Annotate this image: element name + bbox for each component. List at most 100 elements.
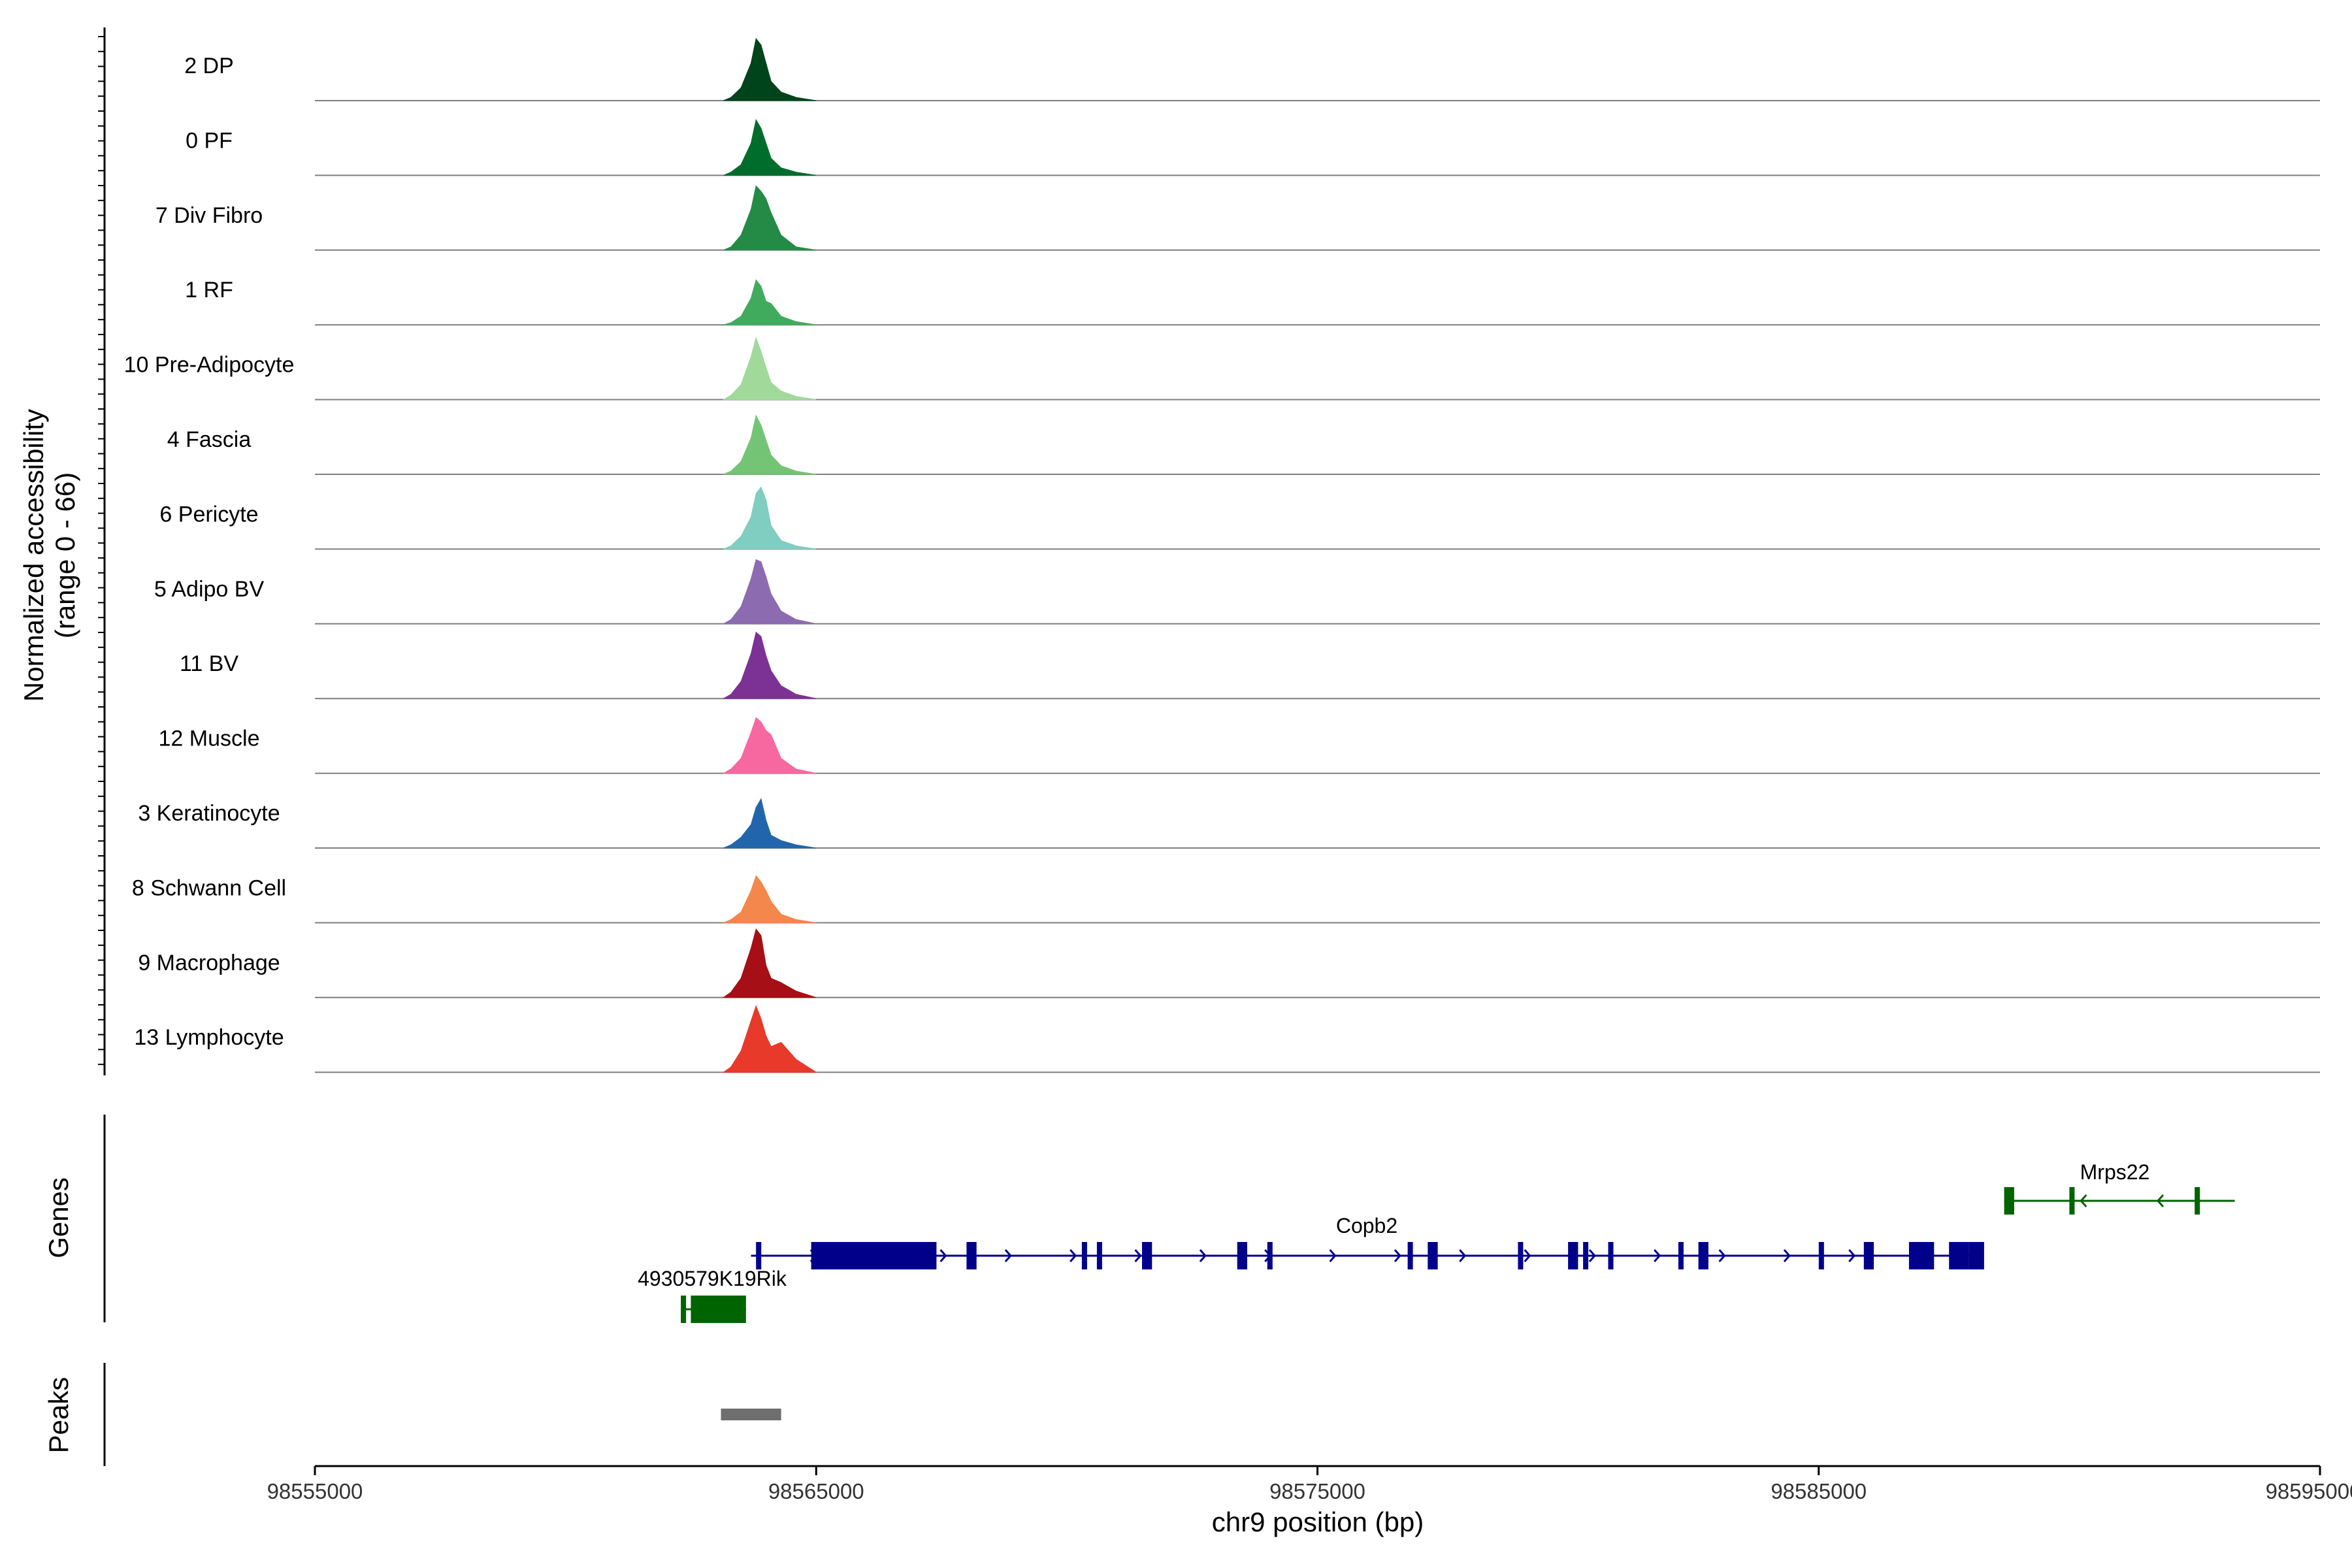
strand-arrow [1588, 1249, 1596, 1262]
x-axis-title: chr9 position (bp) [1212, 1507, 1424, 1537]
track-label: 7 Div Fibro [155, 203, 263, 228]
gene-exon [1081, 1242, 1087, 1269]
y-axis-title-line-2: (range 0 - 66) [50, 472, 80, 638]
strand-arrow [1848, 1249, 1856, 1262]
track-coverage-area [723, 414, 817, 475]
track-coverage-area [722, 559, 817, 625]
strand-arrow [1524, 1249, 1531, 1262]
track-coverage-area [723, 185, 817, 251]
gene-exon [1949, 1242, 1969, 1269]
peaks-panel [103, 1363, 781, 1466]
gene-exon [1583, 1242, 1589, 1269]
track-label: 4 Fascia [167, 427, 252, 452]
track-1: 2 DP [184, 37, 2320, 101]
y-axis [98, 27, 106, 1075]
track-label: 0 PF [186, 128, 233, 153]
strand-arrow [1394, 1249, 1401, 1262]
track-label: 2 DP [184, 54, 234, 78]
track-2: 0 PF [186, 118, 2320, 176]
gene-exon [1568, 1242, 1578, 1269]
gene-exon [1818, 1242, 1824, 1269]
gene-exon [2069, 1187, 2075, 1215]
track-label: 8 Schwann Cell [132, 875, 286, 900]
genes-panel: Copb2 Mrps22 4930579K19Rik [103, 1115, 2235, 1323]
x-tick-label: 98595000 [2266, 1479, 2352, 1503]
gene-exon [1678, 1242, 1684, 1269]
strand-arrow [1459, 1249, 1467, 1262]
track-7: 6 Pericyte [159, 486, 2320, 550]
track-coverage-area [722, 1005, 818, 1073]
x-axis: 98555000 98565000 98575000 98585000 98595000 [267, 1465, 2352, 1503]
strand-arrow [1004, 1249, 1012, 1262]
track-label: 11 BV [180, 651, 238, 676]
peaks-panel-title: Peaks [43, 1377, 74, 1454]
track-label: 13 Lymphocyte [134, 1025, 284, 1050]
track-5: 10 Pre-Adipocyte [124, 336, 2320, 400]
track-label: 9 Macrophage [138, 951, 280, 975]
strand-arrow [1134, 1249, 1142, 1262]
strand-arrow [1654, 1249, 1661, 1262]
strand-arrow [939, 1249, 947, 1262]
x-tick-label: 98585000 [1771, 1479, 1867, 1503]
gene-mrps22: Mrps22 [2004, 1160, 2235, 1215]
gene-label: Copb2 [1336, 1214, 1397, 1237]
track-coverage-area [723, 875, 817, 923]
gene-exon [1142, 1242, 1152, 1269]
gene-exon [1968, 1242, 1984, 1269]
track-label: 1 RF [185, 278, 233, 302]
strand-arrow [1070, 1249, 1077, 1262]
gene-4930579k19rik: 4930579K19Rik [638, 1267, 787, 1323]
gene-exon [2004, 1187, 2014, 1215]
track-coverage-area [723, 486, 817, 549]
track-9: 11 BV [180, 631, 2320, 700]
gene-label: 4930579K19Rik [638, 1267, 787, 1290]
strand-arrow [2080, 1194, 2087, 1207]
gene-exon [1698, 1242, 1708, 1269]
track-label: 5 Adipo BV [154, 577, 265, 602]
gene-exon [1518, 1242, 1524, 1269]
gene-exon [1096, 1242, 1102, 1269]
gene-exon [756, 1242, 762, 1269]
track-4: 1 RF [185, 278, 2320, 326]
strand-arrow [1718, 1249, 1726, 1262]
gene-exon [966, 1242, 977, 1269]
strand-arrow [2156, 1194, 2164, 1207]
track-coverage-area [722, 928, 817, 998]
track-6: 4 Fascia [167, 414, 2320, 475]
track-label: 3 Keratinocyte [138, 801, 280, 826]
track-label: 10 Pre-Adipocyte [124, 353, 295, 378]
track-coverage-area [722, 631, 817, 699]
strand-arrow [1783, 1249, 1791, 1262]
track-10: 12 Muscle [159, 717, 2320, 774]
strand-arrow [1329, 1249, 1337, 1262]
track-label: 6 Pericyte [159, 502, 258, 527]
y-axis-title-line-1: Normalized accessibility [18, 409, 49, 702]
gene-exon [1407, 1242, 1413, 1269]
track-coverage-area [723, 798, 817, 849]
gene-exon [1908, 1242, 1935, 1269]
gene-copb2: Copb2 [751, 1214, 1984, 1269]
track-8: 5 Adipo BV [154, 559, 2320, 625]
x-tick-label: 98565000 [768, 1479, 864, 1503]
coverage-tracks: 2 DP 0 PF 7 Div Fibro 1 RF 10 Pre-Adipocyte 4… [124, 37, 2320, 1073]
gene-exon [1608, 1242, 1614, 1269]
track-12: 8 Schwann Cell [132, 875, 2320, 924]
peak-region [721, 1409, 781, 1420]
track-14: 13 Lymphocyte [134, 1005, 2320, 1073]
genes-panel-title: Genes [43, 1177, 74, 1258]
track-label: 12 Muscle [159, 727, 260, 751]
track-13: 9 Macrophage [138, 928, 2320, 998]
track-11: 3 Keratinocyte [138, 798, 2320, 849]
gene-exon [1428, 1242, 1438, 1269]
gene-exon [1863, 1242, 1874, 1269]
gene-exon [1267, 1242, 1273, 1269]
gene-exon [811, 1242, 937, 1269]
track-coverage-area [723, 118, 817, 176]
track-coverage-area [723, 37, 817, 101]
x-tick-label: 98555000 [267, 1479, 363, 1503]
gene-exon [2195, 1187, 2200, 1215]
track-3: 7 Div Fibro [155, 185, 2320, 251]
gene-exon [681, 1296, 687, 1323]
gene-exon [1237, 1242, 1247, 1269]
